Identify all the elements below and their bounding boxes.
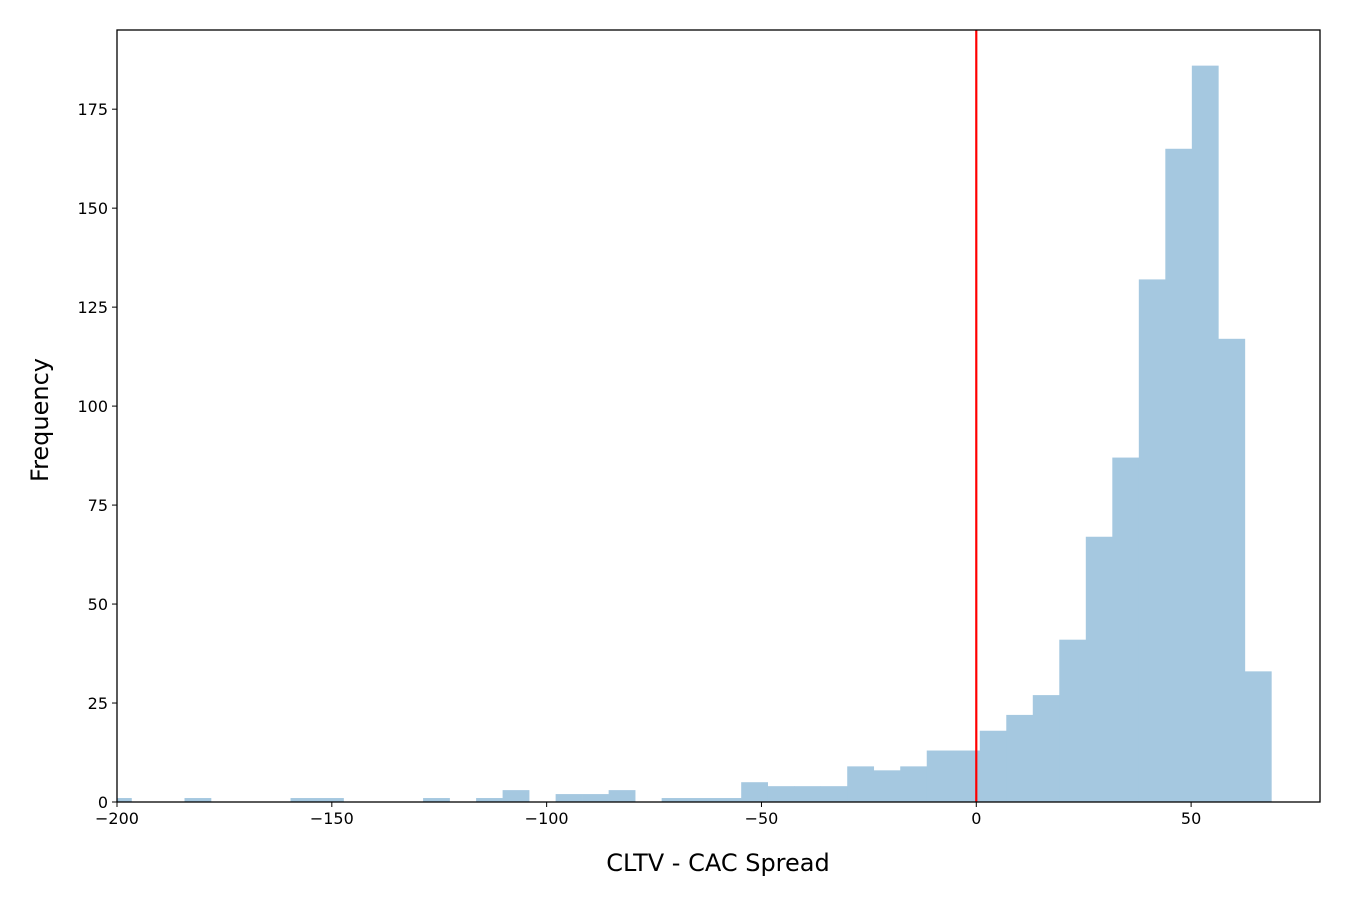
x-tick-label: −50 (745, 809, 779, 828)
y-tick-label: 150 (77, 199, 108, 218)
histogram-bar (502, 790, 530, 802)
y-tick-label: 175 (77, 100, 108, 119)
y-tick-label: 50 (88, 595, 108, 614)
histogram-bar (184, 798, 212, 802)
y-axis: 0 25 50 75 100 125 150 175 (77, 100, 117, 812)
histogram-bar (847, 766, 875, 802)
y-axis-label: Frequency (26, 358, 54, 482)
histogram-bar (317, 798, 344, 802)
histogram-bar (1138, 279, 1166, 802)
y-tick-label: 25 (88, 694, 108, 713)
histogram-bar (820, 786, 848, 802)
histogram-bar (979, 730, 1007, 802)
x-tick-label: −100 (525, 809, 569, 828)
histogram-bar (1032, 695, 1060, 802)
histogram-bar (1218, 338, 1246, 802)
plot-frame (116, 29, 1321, 803)
histogram-bar (290, 798, 318, 802)
histogram-bar (1112, 457, 1140, 802)
histogram-bar (1085, 536, 1113, 802)
x-axis-label: CLTV - CAC Spread (606, 849, 829, 877)
histogram-bar (661, 798, 689, 802)
y-tick-label: 100 (77, 397, 108, 416)
histogram-bar (1059, 639, 1087, 802)
histogram-bar (1006, 714, 1034, 802)
x-tick-label: 0 (971, 809, 981, 828)
histogram-bar (741, 782, 768, 802)
x-tick-label: 50 (1181, 809, 1201, 828)
histogram-bar (1244, 671, 1272, 802)
histogram-bar (476, 798, 503, 802)
histogram-bar (117, 798, 132, 802)
y-tick-label: 75 (88, 496, 108, 515)
histogram-bar (900, 766, 928, 802)
histogram-bar (608, 790, 636, 802)
histogram-bar (926, 750, 954, 802)
histogram-bar (423, 798, 450, 802)
x-axis: −200 −150 −100 −50 0 50 (95, 802, 1201, 828)
histogram-bar (873, 770, 901, 802)
histogram-bar (1191, 65, 1219, 802)
y-tick-label: 125 (77, 298, 108, 317)
y-tick-label: 0 (98, 793, 108, 812)
x-tick-label: −200 (95, 809, 139, 828)
histogram-bar (767, 786, 795, 802)
x-tick-label: −150 (310, 809, 354, 828)
bars-group (117, 65, 1272, 802)
histogram-bar (555, 794, 583, 802)
histogram-bar (794, 786, 822, 802)
histogram-bar (582, 794, 609, 802)
histogram-bar (688, 798, 715, 802)
histogram-bar (1165, 148, 1193, 802)
histogram-bar (714, 798, 742, 802)
